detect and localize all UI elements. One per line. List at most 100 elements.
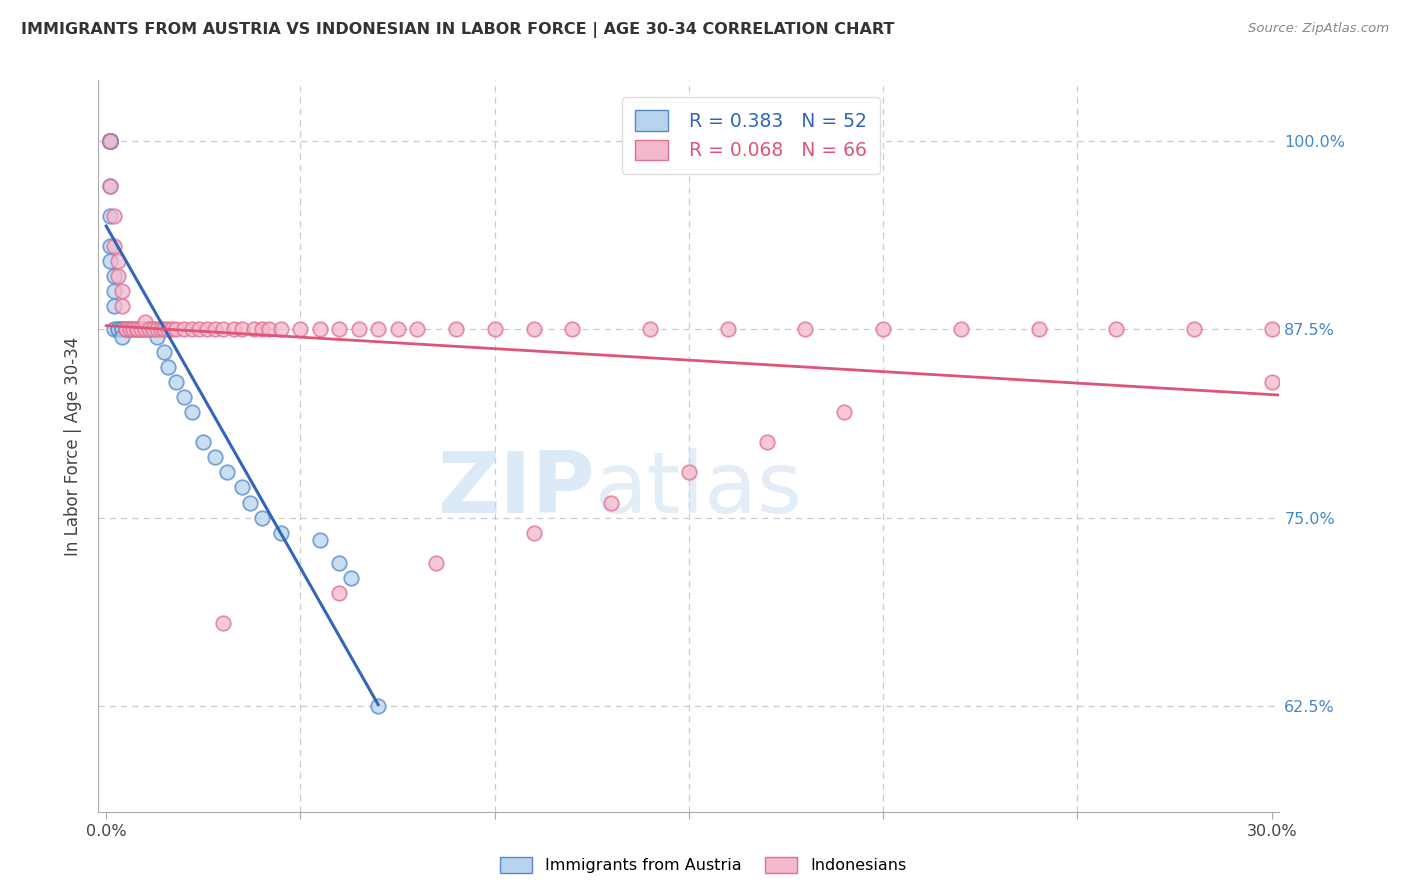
Point: [129, 322, 152, 336]
Point: [134, 322, 156, 336]
Point: [107, 322, 129, 336]
Point: [270, 322, 292, 336]
Point: [1105, 322, 1128, 336]
Point: [157, 359, 180, 374]
Point: [103, 300, 125, 314]
Point: [406, 322, 429, 336]
Point: [98, 134, 121, 148]
Point: [328, 322, 350, 336]
Point: [103, 322, 125, 336]
Point: [243, 322, 266, 336]
Point: [127, 322, 149, 336]
Point: [188, 322, 211, 336]
Point: [114, 322, 136, 336]
Point: [204, 322, 226, 336]
Y-axis label: In Labor Force | Age 30-34: In Labor Force | Age 30-34: [65, 336, 83, 556]
Point: [111, 322, 134, 336]
Point: [145, 329, 167, 343]
Point: [1028, 322, 1050, 336]
Point: [290, 322, 312, 336]
Point: [127, 322, 149, 336]
Point: [387, 322, 409, 336]
Point: [142, 322, 165, 336]
Point: [98, 134, 121, 148]
Point: [180, 405, 202, 419]
Point: [522, 525, 544, 540]
Point: [103, 269, 125, 284]
Point: [98, 134, 121, 148]
Point: [111, 329, 134, 343]
Point: [118, 322, 141, 336]
Point: [98, 134, 121, 148]
Point: [717, 322, 740, 336]
Point: [98, 134, 121, 148]
Point: [600, 495, 623, 509]
Point: [678, 466, 700, 480]
Point: [157, 322, 180, 336]
Point: [211, 616, 233, 631]
Point: [165, 375, 187, 389]
Text: atlas: atlas: [595, 449, 803, 532]
Point: [328, 556, 350, 570]
Point: [114, 322, 136, 336]
Point: [98, 134, 121, 148]
Point: [231, 322, 253, 336]
Point: [193, 435, 215, 450]
Point: [111, 300, 134, 314]
Point: [834, 405, 856, 419]
Point: [1260, 322, 1282, 336]
Point: [180, 322, 202, 336]
Point: [204, 450, 226, 465]
Point: [755, 435, 778, 450]
Point: [347, 322, 370, 336]
Point: [98, 178, 121, 193]
Point: [444, 322, 467, 336]
Point: [103, 239, 125, 253]
Point: [340, 571, 363, 585]
Point: [127, 322, 149, 336]
Point: [173, 322, 195, 336]
Point: [162, 322, 183, 336]
Point: [309, 322, 332, 336]
Point: [165, 322, 187, 336]
Point: [118, 322, 141, 336]
Point: [231, 480, 253, 494]
Point: [522, 322, 544, 336]
Legend: Immigrants from Austria, Indonesians: Immigrants from Austria, Indonesians: [494, 850, 912, 880]
Point: [98, 178, 121, 193]
Point: [328, 586, 350, 600]
Point: [949, 322, 972, 336]
Point: [173, 390, 195, 404]
Point: [98, 134, 121, 148]
Point: [561, 322, 583, 336]
Point: [195, 322, 218, 336]
Text: Source: ZipAtlas.com: Source: ZipAtlas.com: [1249, 22, 1389, 36]
Point: [153, 344, 176, 359]
Point: [309, 533, 332, 548]
Point: [111, 285, 134, 299]
Point: [114, 322, 136, 336]
Point: [250, 322, 273, 336]
Point: [425, 556, 447, 570]
Point: [98, 134, 121, 148]
Point: [259, 322, 281, 336]
Point: [484, 322, 506, 336]
Point: [138, 322, 160, 336]
Point: [1182, 322, 1205, 336]
Point: [98, 134, 121, 148]
Point: [367, 699, 389, 714]
Point: [239, 495, 262, 509]
Point: [98, 209, 121, 223]
Point: [211, 322, 233, 336]
Point: [111, 322, 134, 336]
Point: [98, 134, 121, 148]
Text: ZIP: ZIP: [437, 449, 595, 532]
Point: [638, 322, 661, 336]
Point: [107, 322, 129, 336]
Point: [107, 269, 129, 284]
Point: [1260, 375, 1282, 389]
Point: [103, 209, 125, 223]
Point: [215, 466, 238, 480]
Point: [98, 254, 121, 268]
Point: [122, 322, 145, 336]
